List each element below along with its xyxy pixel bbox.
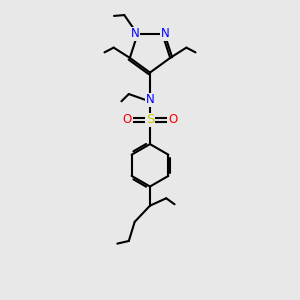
Text: O: O [123,113,132,127]
Text: N: N [146,93,154,106]
Text: S: S [146,113,154,127]
Text: N: N [131,27,140,40]
Text: O: O [168,113,177,127]
Text: N: N [160,27,169,40]
